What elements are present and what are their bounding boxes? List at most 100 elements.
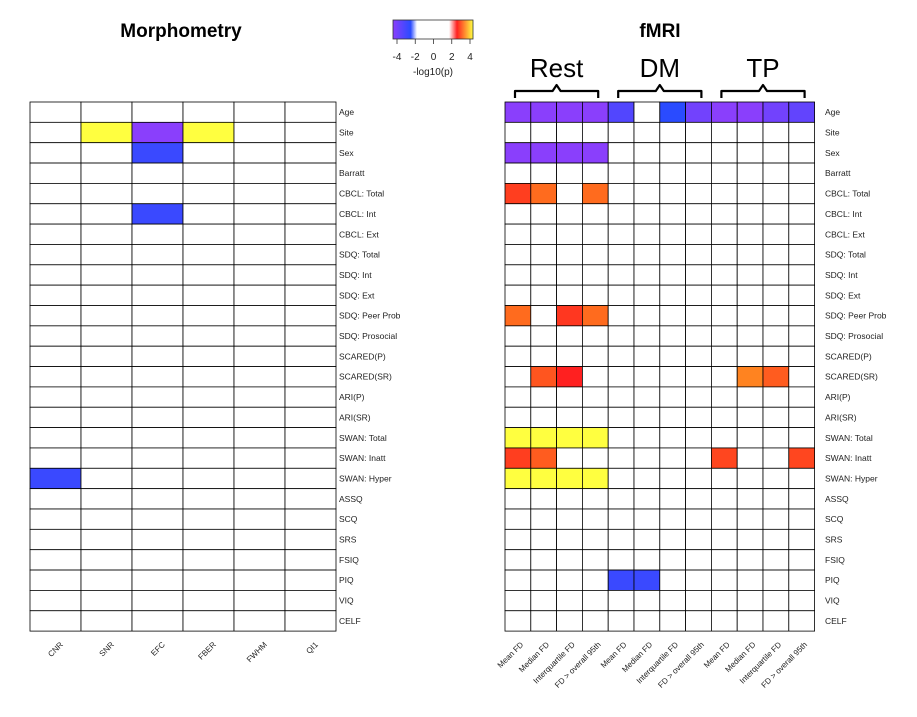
column-label: QI1 [304, 640, 320, 656]
cell-site-fd-overall-95th [582, 121, 609, 144]
cell-scq-mean-fd [607, 508, 635, 530]
cell-swan-inatt-mean-fd [607, 447, 635, 469]
cell-scq-mean-fd [504, 508, 532, 530]
cell-scq-fber [182, 508, 235, 530]
cell-assq-interquartile-fd [556, 488, 583, 510]
cell-scared-sr-fd-overall-95th [582, 366, 609, 388]
cell-cbcl-int-fwhm [233, 203, 286, 225]
cell-swan-hyper-mean-fd [607, 467, 635, 490]
cell-swan-hyper-fber [182, 467, 235, 490]
row-label: SDQ: Int [339, 270, 372, 280]
cell-srs-fd-overall-95th [788, 528, 815, 551]
cell-cbcl-int-median-fd [633, 203, 661, 225]
row-label: SWAN: Hyper [825, 473, 878, 483]
column-label: CNR [46, 640, 65, 659]
cell-piq-fd-overall-95th [685, 569, 712, 591]
cell-sdq-prosocial-fd-overall-95th [582, 325, 609, 347]
cell-piq-median-fd [530, 569, 557, 591]
cell-barratt-fwhm [233, 162, 286, 184]
cell-piq-interquartile-fd [762, 569, 790, 591]
cell-piq-fber [182, 569, 235, 591]
cell-cbcl-total-fwhm [233, 182, 286, 205]
cell-sdq-peer-prob-interquartile-fd [556, 305, 583, 327]
row-label: SDQ: Prosocial [825, 331, 883, 341]
cell-sdq-peer-prob-fber [182, 305, 235, 327]
cell-swan-total-interquartile-fd [659, 427, 686, 449]
cell-scq-snr [80, 508, 133, 530]
cell-viq-median-fd [633, 590, 661, 612]
cell-sdq-peer-prob-median-fd [633, 305, 661, 327]
row-label: ARI(P) [825, 392, 851, 402]
cell-viq-mean-fd [504, 590, 532, 612]
row-label: CBCL: Total [825, 189, 870, 199]
cell-ari-p-mean-fd [504, 386, 532, 408]
fmri-title: fMRI [639, 21, 680, 42]
cell-ari-sr-median-fd [633, 406, 661, 429]
cell-cbcl-ext-interquartile-fd [659, 223, 686, 245]
cell-site-efc [131, 121, 184, 144]
legend-label: -log10(p) [413, 67, 453, 78]
cell-cbcl-ext-median-fd [736, 223, 764, 245]
cell-age-median-fd [530, 101, 557, 123]
row-label: FSIQ [825, 555, 845, 565]
group-bracket-tp [720, 83, 806, 98]
cell-fsiq-interquartile-fd [659, 549, 686, 571]
cell-swan-inatt-interquartile-fd [762, 447, 790, 469]
cell-cbcl-total-fd-overall-95th [582, 182, 609, 205]
cell-sdq-int-mean-fd [607, 264, 635, 286]
cell-scared-sr-mean-fd [504, 366, 532, 388]
cell-cbcl-int-mean-fd [504, 203, 532, 225]
cell-piq-mean-fd [607, 569, 635, 591]
cell-celf-fd-overall-95th [685, 610, 712, 632]
cell-scared-p-qi1 [284, 345, 337, 367]
cell-sdq-ext-fd-overall-95th [582, 284, 609, 306]
cell-ari-p-qi1 [284, 386, 337, 408]
cell-scared-p-fd-overall-95th [788, 345, 815, 367]
cell-barratt-interquartile-fd [556, 162, 583, 184]
row-label: SWAN: Inatt [339, 453, 386, 463]
cell-celf-snr [80, 610, 133, 632]
cell-sdq-int-median-fd [736, 264, 764, 286]
cell-srs-interquartile-fd [556, 528, 583, 551]
cell-cbcl-int-mean-fd [607, 203, 635, 225]
cell-cbcl-int-interquartile-fd [556, 203, 583, 225]
row-label: CELF [825, 616, 847, 626]
cell-celf-median-fd [633, 610, 661, 632]
cell-ari-p-fber [182, 386, 235, 408]
row-label: SRS [339, 535, 357, 545]
cell-piq-efc [131, 569, 184, 591]
row-label: ARI(P) [339, 392, 365, 402]
cell-sdq-ext-fd-overall-95th [685, 284, 712, 306]
cell-fsiq-snr [80, 549, 133, 571]
cell-ari-sr-cnr [29, 406, 82, 429]
cell-sdq-total-fwhm [233, 244, 286, 266]
cell-assq-snr [80, 488, 133, 510]
cell-assq-median-fd [736, 488, 764, 510]
cell-fsiq-fd-overall-95th [582, 549, 609, 571]
cell-site-interquartile-fd [659, 121, 686, 144]
cell-swan-hyper-snr [80, 467, 133, 490]
row-label: SDQ: Peer Prob [339, 311, 401, 321]
cell-assq-interquartile-fd [659, 488, 686, 510]
cell-scared-p-mean-fd [607, 345, 635, 367]
cell-ari-p-median-fd [530, 386, 557, 408]
cell-viq-mean-fd [607, 590, 635, 612]
cell-cbcl-total-fd-overall-95th [685, 182, 712, 205]
cell-scq-efc [131, 508, 184, 530]
cell-cbcl-int-median-fd [736, 203, 764, 225]
cell-fsiq-median-fd [530, 549, 557, 571]
cell-viq-qi1 [284, 590, 337, 612]
cell-site-interquartile-fd [762, 121, 790, 144]
cell-ari-p-fd-overall-95th [685, 386, 712, 408]
cell-sdq-int-mean-fd [504, 264, 532, 286]
row-label: ARI(SR) [825, 412, 857, 422]
cell-piq-interquartile-fd [659, 569, 686, 591]
row-label: Age [339, 107, 354, 117]
cell-celf-fd-overall-95th [788, 610, 815, 632]
cell-assq-fber [182, 488, 235, 510]
row-label: SRS [825, 535, 843, 545]
legend-colorbar [392, 19, 474, 40]
cell-cbcl-int-snr [80, 203, 133, 225]
cell-ari-sr-fd-overall-95th [788, 406, 815, 429]
cell-cbcl-total-fber [182, 182, 235, 205]
